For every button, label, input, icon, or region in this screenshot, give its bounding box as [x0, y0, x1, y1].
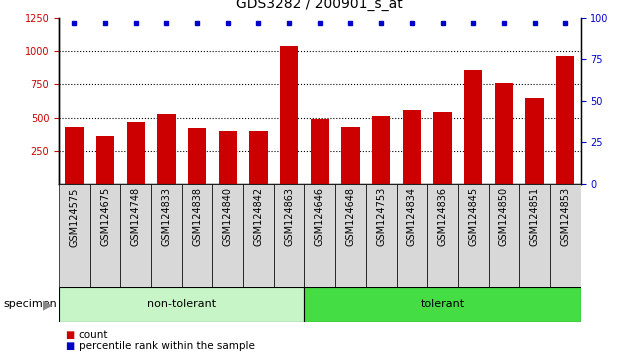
Text: GSM124675: GSM124675: [100, 187, 110, 246]
Text: count: count: [79, 330, 109, 339]
FancyBboxPatch shape: [550, 184, 581, 287]
FancyBboxPatch shape: [366, 184, 397, 287]
FancyBboxPatch shape: [243, 184, 274, 287]
Text: GDS3282 / 200901_s_at: GDS3282 / 200901_s_at: [237, 0, 403, 11]
Bar: [402, 109, 421, 184]
FancyBboxPatch shape: [182, 184, 212, 287]
Text: GSM124853: GSM124853: [560, 187, 570, 246]
Bar: [96, 136, 114, 184]
Text: tolerant: tolerant: [420, 299, 465, 309]
Bar: [65, 127, 84, 184]
Bar: [310, 119, 329, 184]
Text: GSM124646: GSM124646: [315, 187, 325, 246]
FancyBboxPatch shape: [489, 184, 519, 287]
Text: GSM124575: GSM124575: [70, 187, 79, 246]
Text: GSM124863: GSM124863: [284, 187, 294, 246]
FancyBboxPatch shape: [89, 184, 120, 287]
Text: GSM124850: GSM124850: [499, 187, 509, 246]
Bar: [157, 114, 176, 184]
Bar: [188, 128, 206, 184]
Text: ▶: ▶: [43, 298, 53, 311]
Text: specimen: specimen: [3, 299, 57, 309]
Text: GSM124648: GSM124648: [345, 187, 355, 246]
FancyBboxPatch shape: [335, 184, 366, 287]
Text: GSM124840: GSM124840: [223, 187, 233, 246]
Bar: [525, 98, 544, 184]
Text: GSM124836: GSM124836: [438, 187, 448, 246]
Bar: [464, 70, 483, 184]
FancyBboxPatch shape: [151, 184, 182, 287]
Text: GSM124842: GSM124842: [253, 187, 263, 246]
FancyBboxPatch shape: [427, 184, 458, 287]
FancyBboxPatch shape: [304, 287, 581, 322]
FancyBboxPatch shape: [397, 184, 427, 287]
FancyBboxPatch shape: [458, 184, 489, 287]
Text: GSM124838: GSM124838: [192, 187, 202, 246]
Text: GSM124834: GSM124834: [407, 187, 417, 246]
FancyBboxPatch shape: [304, 184, 335, 287]
Bar: [249, 131, 268, 184]
FancyBboxPatch shape: [519, 184, 550, 287]
Bar: [219, 131, 237, 184]
Bar: [556, 56, 574, 184]
Bar: [495, 83, 513, 184]
Bar: [372, 116, 391, 184]
Text: ■: ■: [65, 330, 75, 339]
Text: non-tolerant: non-tolerant: [147, 299, 216, 309]
Text: GSM124851: GSM124851: [530, 187, 540, 246]
Bar: [433, 112, 451, 184]
FancyBboxPatch shape: [212, 184, 243, 287]
Bar: [280, 46, 298, 184]
Bar: [342, 127, 360, 184]
Text: GSM124845: GSM124845: [468, 187, 478, 246]
Text: GSM124748: GSM124748: [130, 187, 141, 246]
Text: GSM124833: GSM124833: [161, 187, 171, 246]
FancyBboxPatch shape: [120, 184, 151, 287]
FancyBboxPatch shape: [59, 287, 304, 322]
Text: percentile rank within the sample: percentile rank within the sample: [79, 341, 255, 351]
Text: GSM124753: GSM124753: [376, 187, 386, 246]
Text: ■: ■: [65, 341, 75, 351]
FancyBboxPatch shape: [59, 184, 89, 287]
FancyBboxPatch shape: [274, 184, 304, 287]
Bar: [127, 121, 145, 184]
